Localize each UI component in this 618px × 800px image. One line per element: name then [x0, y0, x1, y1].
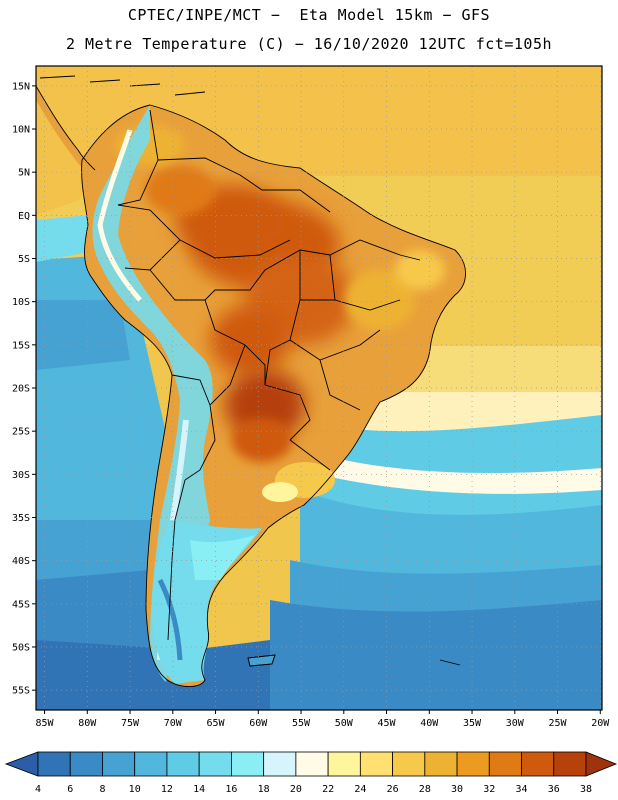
colorbar-segment — [392, 751, 426, 777]
lon-label: 75W — [121, 718, 140, 729]
colorbar-segment — [231, 751, 265, 777]
lat-label: 50S — [12, 642, 30, 653]
longitude-labels: 85W 80W 75W 70W 65W 60W 55W 50W 45W 40W 35W 30W 25W 2… — [36, 710, 610, 729]
colorbar-tick-label: 26 — [387, 784, 399, 795]
colorbar-segment — [553, 751, 587, 777]
colorbar-segment — [102, 751, 136, 777]
colorbar-segment — [37, 751, 71, 777]
colorbar-tick-label: 20 — [290, 784, 302, 795]
lat-label: 10S — [12, 297, 30, 308]
lat-label: 35S — [12, 513, 30, 524]
colorbar-segment — [424, 751, 458, 777]
colorbar-tick-label: 8 — [99, 784, 105, 795]
lat-label: 30S — [12, 470, 30, 481]
colorbar-tick-label: 16 — [225, 784, 237, 795]
lon-label: 55W — [292, 718, 311, 729]
colorbar-tick-label: 38 — [580, 784, 592, 795]
lon-label: 20W — [591, 718, 610, 729]
colorbar-segment — [295, 751, 329, 777]
lon-label: 60W — [249, 718, 268, 729]
lat-label: 25S — [12, 427, 30, 438]
lat-label: 10N — [12, 125, 30, 136]
lat-label: 55S — [12, 686, 30, 697]
lon-label: 25W — [549, 718, 568, 729]
lat-label: 40S — [12, 556, 30, 567]
lat-label: 15N — [12, 81, 30, 92]
colorbar-tick-label: 36 — [548, 784, 560, 795]
colorbar-tick-label: 6 — [67, 784, 73, 795]
colorbar-tick-label: 22 — [322, 784, 334, 795]
colorbar-tick-label: 32 — [483, 784, 495, 795]
colorbar-segment — [166, 751, 200, 777]
lon-label: 70W — [164, 718, 183, 729]
colorbar-tick-label: 28 — [419, 784, 431, 795]
colorbar-tick-label: 10 — [129, 784, 141, 795]
lat-label: 15S — [12, 340, 30, 351]
lon-label: 45W — [378, 718, 397, 729]
colorbar: 4 6 8 10 12 14 16 18 20 22 24 26 28 30 32 34 36 38 — [4, 751, 618, 795]
map-title-line-2: 2 Metre Temperature (C) − 16/10/2020 12U… — [65, 35, 553, 53]
colorbar-segment — [488, 751, 522, 777]
colorbar-tick-label: 18 — [258, 784, 270, 795]
colorbar-tick-label: 34 — [516, 784, 528, 795]
colorbar-segment — [521, 751, 555, 777]
colorbar-tick-label: 4 — [35, 784, 41, 795]
colorbar-segment — [198, 751, 232, 777]
borders — [36, 75, 466, 687]
lon-label: 30W — [506, 718, 525, 729]
colorbar-tick-label: 12 — [161, 784, 173, 795]
lon-label: 40W — [420, 718, 439, 729]
colorbar-segment — [359, 751, 393, 777]
temperature-field — [36, 66, 602, 710]
colorbar-segment — [69, 751, 103, 777]
lon-label: 85W — [36, 718, 55, 729]
lon-label: 50W — [335, 718, 354, 729]
lon-label: 65W — [207, 718, 226, 729]
colorbar-segment — [327, 751, 361, 777]
colorbar-segment — [263, 751, 297, 777]
lon-label: 35W — [463, 718, 482, 729]
lat-label: 45S — [12, 599, 30, 610]
colorbar-segment — [456, 751, 490, 777]
colorbar-arrow-low — [4, 751, 39, 777]
colorbar-tick-label: 30 — [451, 784, 463, 795]
colorbar-tick-label: 24 — [354, 784, 366, 795]
lat-label: 5N — [18, 168, 30, 179]
colorbar-segment — [134, 751, 168, 777]
lon-label: 80W — [78, 718, 97, 729]
lat-label: 20S — [12, 384, 30, 395]
colorbar-arrow-high — [585, 751, 618, 777]
colorbar-tick-label: 14 — [193, 784, 205, 795]
latitude-labels: 15N 10N 5N EQ 5S 10S 15S 20S 25S 30S 35S 40S 45S 50S 5… — [12, 81, 36, 697]
lat-label: EQ — [18, 211, 30, 222]
lat-label: 5S — [18, 254, 30, 265]
map-title-line-1: CPTEC/INPE/MCT − Eta Model 15km − GFS — [127, 6, 491, 24]
